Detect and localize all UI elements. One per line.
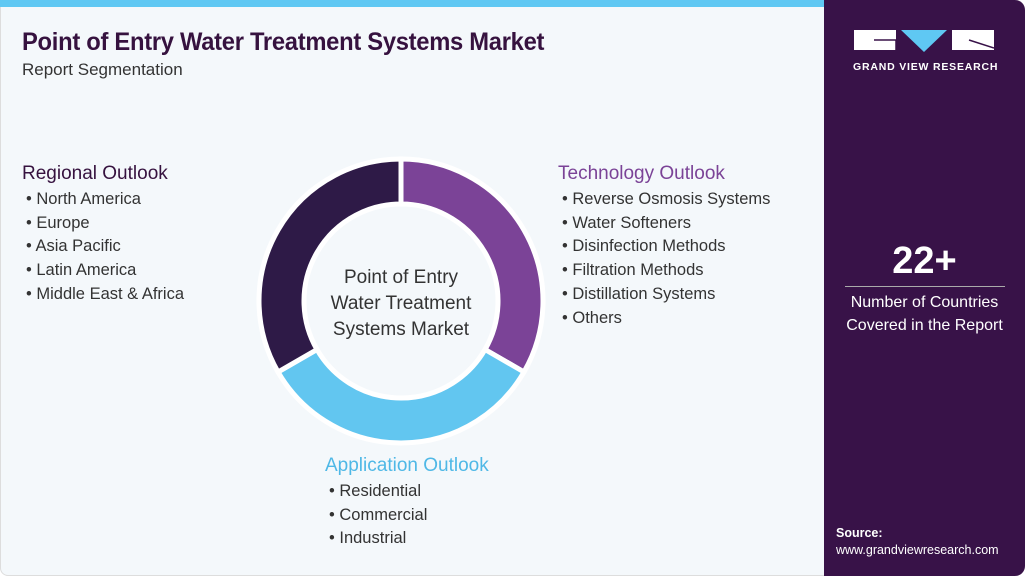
list-item: Disinfection Methods bbox=[558, 235, 770, 259]
page-subtitle: Report Segmentation bbox=[22, 60, 183, 79]
divider bbox=[845, 286, 1005, 287]
application-segment bbox=[274, 346, 528, 446]
list-item: North America bbox=[22, 188, 184, 212]
brand-name: GRAND VIEW RESEARCH bbox=[853, 61, 999, 73]
list-item: Filtration Methods bbox=[558, 259, 770, 283]
list-item: Distillation Systems bbox=[558, 283, 770, 307]
list-item: Water Softeners bbox=[558, 212, 770, 236]
source-url[interactable]: www.grandviewresearch.com bbox=[836, 543, 999, 557]
center-line: Water Treatment bbox=[330, 293, 472, 314]
stat-label: Number of Countries Covered in the Repor… bbox=[824, 291, 1025, 337]
regional-outlook: Regional Outlook North AmericaEuropeAsia… bbox=[22, 163, 184, 307]
application-outlook: Application Outlook ResidentialCommercia… bbox=[325, 455, 489, 551]
stat-value: 22+ bbox=[892, 240, 957, 282]
stat-label-line: Number of Countries bbox=[850, 294, 999, 311]
donut-center-label: Point of Entry Water Treatment Systems M… bbox=[311, 265, 491, 343]
list-item: Asia Pacific bbox=[22, 235, 184, 259]
application-heading: Application Outlook bbox=[325, 455, 489, 476]
page-title: Point of Entry Water Treatment Systems M… bbox=[22, 28, 545, 56]
list-item: Middle East & Africa bbox=[22, 283, 184, 307]
technology-segment bbox=[398, 156, 546, 376]
list-item: Commercial bbox=[325, 504, 489, 528]
source-label: Source: bbox=[836, 526, 883, 540]
regional-heading: Regional Outlook bbox=[22, 163, 168, 184]
gvr-logo-icon bbox=[854, 30, 994, 52]
technology-heading: Technology Outlook bbox=[558, 163, 725, 184]
list-item: Residential bbox=[325, 480, 489, 504]
list-item: Latin America bbox=[22, 259, 184, 283]
list-item: Reverse Osmosis Systems bbox=[558, 188, 770, 212]
stat-label-line: Covered in the Report bbox=[846, 317, 1003, 334]
sidebar bbox=[824, 0, 1025, 576]
segmentation-donut bbox=[256, 156, 546, 446]
regional-segment bbox=[256, 156, 404, 376]
center-line: Point of Entry bbox=[343, 267, 459, 288]
technology-outlook: Technology Outlook Reverse Osmosis Syste… bbox=[558, 163, 770, 330]
list-item: Industrial bbox=[325, 527, 489, 551]
center-line: Systems Market bbox=[332, 319, 470, 340]
source: Source: www.grandviewresearch.com bbox=[836, 525, 999, 559]
accent-bar bbox=[0, 0, 825, 7]
list-item: Europe bbox=[22, 212, 184, 236]
list-item: Others bbox=[558, 307, 770, 331]
